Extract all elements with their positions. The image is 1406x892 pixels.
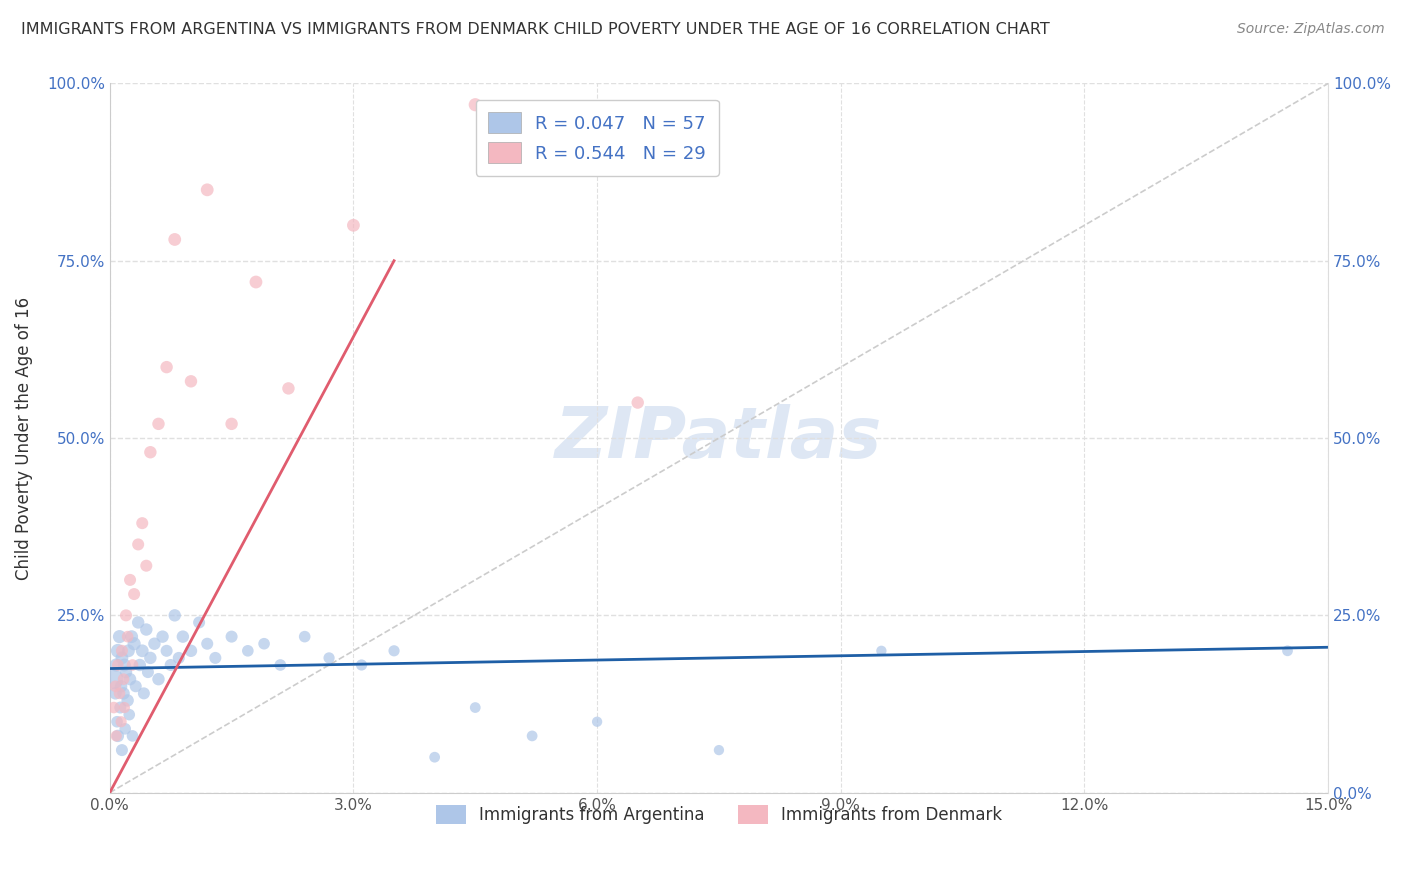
Point: [121, 658, 143, 673]
Point: [155, 360, 177, 375]
Point: [136, 665, 159, 679]
Point: [627, 395, 650, 409]
Point: [143, 637, 166, 651]
Point: [128, 658, 150, 673]
Point: [127, 537, 149, 551]
Point: [464, 700, 486, 714]
Point: [125, 679, 148, 693]
Point: [155, 644, 177, 658]
Point: [112, 686, 135, 700]
Point: [104, 686, 127, 700]
Point: [105, 729, 128, 743]
Point: [188, 615, 211, 630]
Point: [107, 658, 129, 673]
Point: [111, 743, 134, 757]
Point: [104, 679, 127, 693]
Point: [131, 644, 153, 658]
Point: [121, 630, 143, 644]
Text: IMMIGRANTS FROM ARGENTINA VS IMMIGRANTS FROM DENMARK CHILD POVERTY UNDER THE AGE: IMMIGRANTS FROM ARGENTINA VS IMMIGRANTS …: [21, 22, 1050, 37]
Point: [159, 658, 181, 673]
Point: [1277, 644, 1299, 658]
Point: [180, 644, 202, 658]
Point: [135, 558, 157, 573]
Point: [221, 630, 243, 644]
Point: [350, 658, 373, 673]
Point: [195, 637, 218, 651]
Point: [107, 729, 129, 743]
Point: [110, 700, 132, 714]
Point: [122, 587, 145, 601]
Point: [115, 665, 138, 679]
Point: [139, 651, 162, 665]
Point: [707, 743, 730, 757]
Point: [120, 573, 142, 587]
Point: [180, 374, 202, 388]
Point: [120, 672, 142, 686]
Point: [118, 707, 141, 722]
Point: [103, 672, 125, 686]
Point: [163, 608, 186, 623]
Point: [117, 644, 139, 658]
Point: [253, 637, 276, 651]
Y-axis label: Child Poverty Under the Age of 16: Child Poverty Under the Age of 16: [15, 296, 32, 580]
Point: [221, 417, 243, 431]
Point: [110, 714, 132, 729]
Point: [139, 445, 162, 459]
Point: [127, 615, 149, 630]
Point: [112, 672, 135, 686]
Point: [269, 658, 291, 673]
Point: [236, 644, 259, 658]
Point: [108, 686, 131, 700]
Point: [423, 750, 446, 764]
Point: [277, 381, 299, 395]
Point: [382, 644, 405, 658]
Point: [105, 714, 128, 729]
Point: [152, 630, 174, 644]
Point: [148, 672, 170, 686]
Text: ZIPatlas: ZIPatlas: [555, 403, 883, 473]
Point: [105, 658, 128, 673]
Point: [870, 644, 893, 658]
Point: [110, 679, 132, 693]
Legend: Immigrants from Argentina, Immigrants from Denmark: Immigrants from Argentina, Immigrants fr…: [426, 795, 1012, 834]
Point: [318, 651, 340, 665]
Point: [135, 623, 157, 637]
Point: [103, 700, 125, 714]
Point: [107, 644, 129, 658]
Point: [342, 219, 364, 233]
Point: [167, 651, 190, 665]
Point: [294, 630, 316, 644]
Point: [245, 275, 267, 289]
Point: [111, 651, 134, 665]
Point: [114, 722, 136, 736]
Point: [172, 630, 194, 644]
Text: Source: ZipAtlas.com: Source: ZipAtlas.com: [1237, 22, 1385, 37]
Point: [121, 729, 143, 743]
Point: [112, 658, 135, 673]
Point: [117, 630, 139, 644]
Point: [131, 516, 153, 530]
Point: [122, 637, 145, 651]
Point: [204, 651, 226, 665]
Point: [112, 700, 135, 714]
Point: [464, 97, 486, 112]
Point: [163, 232, 186, 246]
Point: [148, 417, 170, 431]
Point: [586, 714, 609, 729]
Point: [108, 630, 131, 644]
Point: [117, 693, 139, 707]
Point: [132, 686, 155, 700]
Point: [111, 644, 134, 658]
Point: [115, 608, 138, 623]
Point: [520, 729, 543, 743]
Point: [195, 183, 218, 197]
